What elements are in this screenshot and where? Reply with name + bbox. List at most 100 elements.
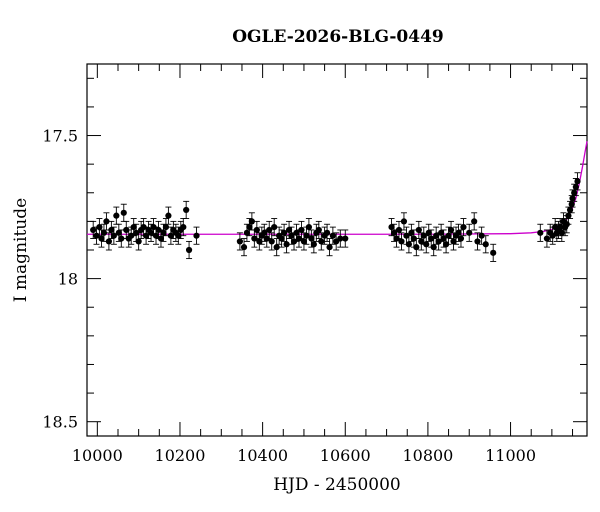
x-tick-label: 10800 [402,446,453,465]
point-marker [266,226,273,234]
data-point [183,200,190,219]
point-marker [430,244,437,251]
point-marker [271,224,278,231]
point-marker [113,212,120,219]
point-marker [310,241,317,248]
point-marker [175,232,182,239]
point-marker [243,229,251,236]
point-marker [183,206,190,214]
point-marker [572,183,579,191]
data-point [253,220,260,240]
point-marker [329,232,336,239]
data-point [430,238,437,257]
point-marker [283,241,290,248]
point-marker [569,195,576,202]
point-marker [261,229,268,236]
point-marker [433,232,440,239]
point-marker [305,224,313,231]
point-marker [236,238,243,245]
data-point [90,220,97,240]
point-marker [256,238,263,245]
point-marker [120,209,127,216]
point-marker [447,226,455,234]
point-marker [398,238,405,245]
data-point [110,226,117,245]
data-point [543,229,551,248]
point-marker [96,224,103,231]
point-marker [240,244,248,251]
data-point [450,232,457,251]
data-point [474,232,481,251]
point-marker [288,232,295,239]
y-tick-label: 17.5 [42,127,78,146]
point-marker [543,235,551,242]
point-marker [438,229,445,236]
point-marker [408,229,415,236]
point-marker [558,229,565,236]
model-line [87,141,588,235]
data-point [466,223,473,242]
data-point [398,232,405,251]
point-marker [281,229,288,236]
data-point [305,218,313,237]
data-point [105,232,113,251]
point-marker [413,244,420,251]
point-marker [308,235,315,242]
data-point [482,235,489,254]
data-point [326,238,333,257]
point-marker [423,241,430,248]
point-marker [390,229,398,236]
point-marker [165,212,172,219]
data-point [98,229,105,248]
y-tick-label: 18.5 [42,413,78,432]
data-point [266,220,273,240]
data-point [142,226,150,245]
point-marker [103,218,110,225]
point-marker [566,206,574,214]
data-point [405,235,413,254]
point-marker [300,238,308,245]
point-marker [490,249,497,256]
point-marker [110,232,117,239]
point-marker [268,238,275,245]
data-point [457,229,465,248]
point-marker [342,235,349,242]
data-point [185,240,193,260]
point-marker [162,224,170,231]
x-tick-label: 11000 [485,446,536,465]
data-point [236,232,243,251]
point-marker [565,212,572,219]
point-marker [167,232,174,239]
point-marker [478,232,485,239]
point-marker [440,235,447,242]
data-point [574,172,581,191]
point-marker [105,238,113,245]
point-marker [318,238,325,245]
point-marker [405,241,413,248]
point-marker [574,178,581,185]
point-marker [147,229,155,236]
point-marker [130,224,137,231]
data-point [288,226,295,245]
point-marker [471,218,478,225]
point-marker [142,232,150,239]
y-axis-label: I magnitude [11,198,31,302]
data-point [120,203,127,222]
data-point [135,232,142,251]
data-point [490,243,497,262]
data-point [165,206,172,225]
x-tick-labels: 10000 10200 10400 10600 10800 11000 [72,446,536,465]
data-point [318,232,325,251]
point-marker [395,226,403,234]
data-point [460,218,467,237]
point-marker [185,246,193,254]
point-marker [273,244,280,251]
x-tick-label: 10400 [237,446,288,465]
point-marker [90,226,97,234]
data-point [298,220,305,240]
point-marker [118,235,125,242]
point-marker [425,229,432,236]
data-point [162,218,170,237]
data-point [193,226,200,245]
